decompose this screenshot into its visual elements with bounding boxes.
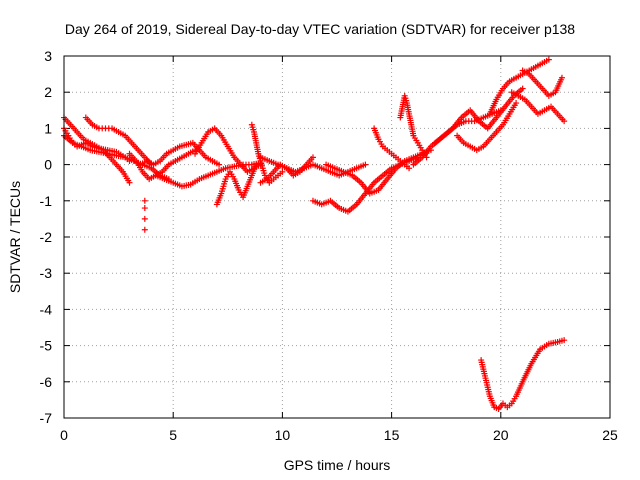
grid-layer <box>64 56 610 418</box>
data-point <box>141 205 148 212</box>
series-outliers <box>141 197 148 233</box>
data-point <box>545 56 552 63</box>
chart-title: Day 264 of 2019, Sidereal Day-to-day VTE… <box>65 21 575 37</box>
series-track-l <box>257 154 316 186</box>
y-tick-label: 3 <box>44 48 52 64</box>
series-track-d <box>82 114 155 168</box>
data-point <box>141 226 148 233</box>
x-tick-label: 20 <box>493 427 509 443</box>
data-point <box>558 74 565 81</box>
data-point <box>253 161 260 168</box>
series-track-p <box>397 92 430 161</box>
data-point <box>362 161 369 168</box>
x-tick-label: 15 <box>384 427 400 443</box>
data-point <box>519 85 526 92</box>
plot-frame <box>63 55 611 419</box>
series-track-n <box>323 147 434 197</box>
x-tick-label: 10 <box>275 427 291 443</box>
series-track-f <box>137 139 223 168</box>
series-track-v <box>519 67 565 99</box>
data-point <box>216 161 223 168</box>
data-point <box>141 215 148 222</box>
y-tick-label: -5 <box>40 338 53 354</box>
tick-layer: 0 5 10 15 20 25 -7 -6 -5 -4 -3 -2 -1 0 1 2 3 <box>40 48 618 443</box>
series-track-t <box>486 56 552 117</box>
y-tick-label: -2 <box>40 229 53 245</box>
data-point <box>561 337 568 344</box>
y-tick-label: 2 <box>44 84 52 100</box>
y-tick-label: 0 <box>44 157 52 173</box>
x-axis-label: GPS time / hours <box>284 457 391 473</box>
y-axis-label: SDTVAR / TECUs <box>7 181 23 293</box>
series-track-s <box>454 100 520 154</box>
x-tick-label: 25 <box>602 427 618 443</box>
y-tick-label: 1 <box>44 120 52 136</box>
y-tick-label: -3 <box>40 265 53 281</box>
data-point <box>561 118 568 125</box>
x-tick-label: 5 <box>169 427 177 443</box>
y-tick-label: -4 <box>40 301 53 317</box>
data-point <box>406 165 413 172</box>
series-track-g <box>152 159 264 190</box>
data-point <box>141 197 148 204</box>
series-track-u <box>508 89 568 125</box>
x-tick-label: 0 <box>60 427 68 443</box>
series-track-c <box>61 132 172 183</box>
y-tick-label: -1 <box>40 193 53 209</box>
series-track-j <box>248 121 286 186</box>
y-tick-label: -7 <box>40 410 53 426</box>
data-point <box>279 168 286 175</box>
series-track-w <box>478 337 568 412</box>
y-tick-label: -6 <box>40 374 53 390</box>
data-point <box>309 154 316 161</box>
series-track-i <box>213 161 260 208</box>
series-track-o <box>371 125 413 172</box>
data-point <box>513 100 520 107</box>
data-point <box>126 179 133 186</box>
data-layer <box>61 56 568 412</box>
